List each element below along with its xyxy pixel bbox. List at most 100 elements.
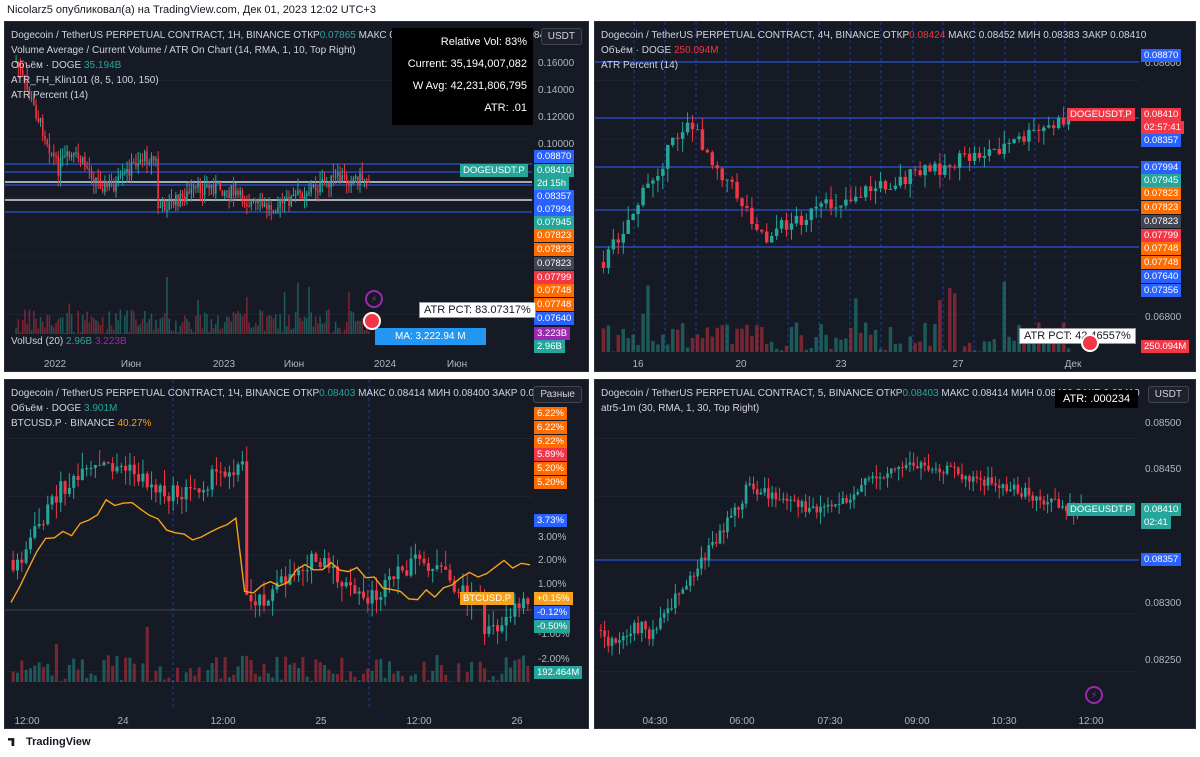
candle bbox=[30, 91, 33, 103]
us-flag-icon[interactable] bbox=[1081, 334, 1099, 352]
time-axis-label: 2023 bbox=[213, 359, 236, 370]
candle bbox=[696, 560, 699, 581]
volume-bar bbox=[92, 318, 95, 334]
candle bbox=[982, 147, 987, 168]
candle bbox=[715, 161, 719, 180]
candle bbox=[303, 186, 306, 209]
volume-bar bbox=[76, 669, 80, 682]
price-axis-label: 0.12000 bbox=[538, 112, 575, 123]
price-tag: 0.08870 bbox=[1141, 49, 1182, 62]
volume-bar bbox=[661, 334, 665, 352]
candle bbox=[1032, 118, 1036, 132]
currency-button[interactable]: USDT bbox=[1147, 386, 1189, 403]
volume-bar bbox=[740, 328, 744, 352]
volume-bar bbox=[1012, 340, 1016, 352]
candle bbox=[504, 604, 508, 642]
candle bbox=[710, 150, 715, 170]
candle bbox=[655, 626, 659, 634]
us-flag-icon[interactable] bbox=[363, 312, 381, 330]
volume-bar bbox=[962, 346, 967, 352]
volume-bar bbox=[57, 319, 60, 334]
price-tag: 0.07994 bbox=[534, 203, 575, 216]
candle bbox=[599, 624, 603, 638]
volume-bar bbox=[214, 657, 218, 682]
volume-bar bbox=[90, 316, 93, 334]
candle bbox=[629, 624, 632, 644]
chart-canvas[interactable]: 0.08600 0.06800 16 20 23 27 Дек bbox=[595, 22, 1196, 372]
symbol-tag: DOGEUSDT.P bbox=[460, 164, 528, 177]
chart-canvas[interactable]: 3.00% 2.00% 1.00% -1.00% -2.00% 12:00 24 12:00 2… bbox=[5, 380, 589, 729]
candle bbox=[210, 184, 213, 195]
candle bbox=[945, 461, 949, 476]
chart-canvas[interactable]: 0.08500 0.08450 0.08300 0.08250 04:30 06:00 07… bbox=[595, 380, 1196, 729]
volume-bar bbox=[88, 322, 91, 334]
chart-pane-1h-compare[interactable]: 3.00% 2.00% 1.00% -1.00% -2.00% 12:00 24 12:00 2… bbox=[4, 379, 589, 729]
volume-bar bbox=[431, 670, 435, 682]
candle bbox=[150, 152, 153, 175]
candle bbox=[206, 486, 210, 497]
scale-mode-button[interactable]: Разные bbox=[533, 386, 582, 403]
volume-bar bbox=[496, 680, 500, 682]
volume-bar bbox=[219, 678, 223, 682]
candle bbox=[279, 568, 283, 586]
price-tag: 0.07945 bbox=[1141, 174, 1182, 187]
volume-bar bbox=[241, 316, 244, 334]
candle bbox=[111, 457, 115, 480]
volume-bar bbox=[208, 331, 210, 334]
volume-bar bbox=[730, 344, 734, 352]
candle bbox=[640, 621, 644, 642]
candle bbox=[863, 477, 867, 497]
volume-bar bbox=[239, 313, 241, 334]
bolt-icon[interactable]: ⚡ bbox=[1085, 686, 1103, 704]
volume-bar bbox=[223, 657, 227, 682]
candle bbox=[294, 189, 297, 203]
candle bbox=[960, 463, 964, 483]
candle bbox=[19, 58, 22, 79]
candle bbox=[845, 494, 848, 504]
bolt-icon[interactable]: ⚡ bbox=[365, 290, 383, 308]
price-axis-label: 0.08500 bbox=[1145, 418, 1182, 429]
candle bbox=[690, 115, 695, 142]
volume-bar bbox=[323, 322, 326, 334]
volume-bar bbox=[997, 351, 1001, 352]
candle bbox=[824, 192, 828, 209]
volusd-legend: VolUsd (20) 2.96B 3.223B bbox=[11, 336, 127, 347]
chart-pane-4h[interactable]: 0.08600 0.06800 16 20 23 27 Дек Dogecoin / Tet… bbox=[594, 21, 1196, 372]
candle bbox=[297, 178, 299, 196]
candle bbox=[1051, 120, 1056, 136]
candle bbox=[53, 144, 55, 165]
chart-canvas[interactable]: 0.16000 0.14000 0.12000 0.10000 2022 Июн 2023 И… bbox=[5, 22, 589, 372]
candle bbox=[188, 474, 193, 501]
volume-bar bbox=[336, 674, 340, 682]
volume-bar bbox=[30, 330, 33, 334]
candle bbox=[201, 183, 204, 206]
candle bbox=[72, 473, 76, 499]
candle bbox=[328, 181, 330, 198]
chart-pane-5m[interactable]: 0.08500 0.08450 0.08300 0.08250 04:30 06:00 07… bbox=[594, 379, 1196, 729]
volume-bar bbox=[146, 322, 148, 334]
candle bbox=[258, 593, 262, 617]
volume-bar bbox=[344, 680, 348, 682]
candle bbox=[128, 159, 131, 182]
volume-bar bbox=[175, 667, 180, 682]
candle bbox=[348, 180, 350, 193]
candle bbox=[35, 99, 37, 121]
candle bbox=[97, 168, 99, 189]
legend-text: BTCUSD.P · BINANCE bbox=[11, 418, 118, 429]
volume-bar bbox=[435, 655, 439, 682]
currency-button[interactable]: USDT bbox=[540, 28, 582, 45]
candle bbox=[785, 492, 789, 511]
tradingview-footer[interactable]: TradingView bbox=[8, 736, 91, 748]
time-axis-label: 2022 bbox=[44, 359, 67, 370]
chart-pane-1h[interactable]: 0.16000 0.14000 0.12000 0.10000 2022 Июн 2023 И… bbox=[4, 21, 589, 372]
candle bbox=[868, 175, 873, 201]
price-tag: -0.50% bbox=[534, 620, 571, 633]
volume-bar bbox=[17, 319, 20, 334]
candle bbox=[1002, 130, 1006, 160]
candle bbox=[221, 190, 224, 197]
price-tag: 0.07823 bbox=[1141, 215, 1182, 228]
candle bbox=[161, 196, 164, 212]
candle bbox=[621, 631, 625, 649]
volume-bar bbox=[44, 327, 46, 334]
candle bbox=[219, 461, 223, 487]
